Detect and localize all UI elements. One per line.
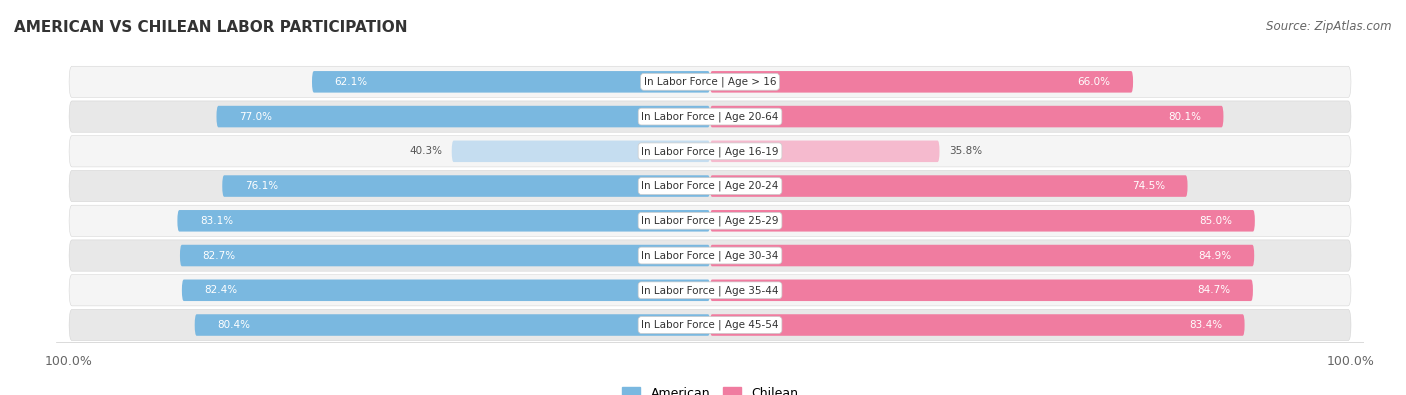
FancyBboxPatch shape: [710, 175, 1188, 197]
Text: 40.3%: 40.3%: [409, 146, 441, 156]
FancyBboxPatch shape: [69, 66, 1351, 98]
Text: 66.0%: 66.0%: [1077, 77, 1111, 87]
FancyBboxPatch shape: [312, 71, 710, 92]
Text: 77.0%: 77.0%: [239, 111, 271, 122]
Text: 83.1%: 83.1%: [200, 216, 233, 226]
FancyBboxPatch shape: [194, 314, 710, 336]
Text: 84.7%: 84.7%: [1198, 285, 1230, 295]
FancyBboxPatch shape: [69, 240, 1351, 271]
FancyBboxPatch shape: [710, 280, 1253, 301]
Text: 82.7%: 82.7%: [202, 250, 236, 261]
Text: 76.1%: 76.1%: [245, 181, 278, 191]
FancyBboxPatch shape: [222, 175, 710, 197]
Text: In Labor Force | Age 30-34: In Labor Force | Age 30-34: [641, 250, 779, 261]
Text: AMERICAN VS CHILEAN LABOR PARTICIPATION: AMERICAN VS CHILEAN LABOR PARTICIPATION: [14, 20, 408, 35]
Text: 84.9%: 84.9%: [1199, 250, 1232, 261]
Text: 74.5%: 74.5%: [1132, 181, 1166, 191]
Text: 83.4%: 83.4%: [1189, 320, 1222, 330]
Text: In Labor Force | Age > 16: In Labor Force | Age > 16: [644, 77, 776, 87]
FancyBboxPatch shape: [69, 101, 1351, 132]
FancyBboxPatch shape: [451, 141, 710, 162]
Text: 80.1%: 80.1%: [1168, 111, 1201, 122]
FancyBboxPatch shape: [69, 135, 1351, 167]
Text: In Labor Force | Age 45-54: In Labor Force | Age 45-54: [641, 320, 779, 330]
FancyBboxPatch shape: [710, 245, 1254, 266]
Text: In Labor Force | Age 25-29: In Labor Force | Age 25-29: [641, 216, 779, 226]
FancyBboxPatch shape: [710, 106, 1223, 127]
Text: 85.0%: 85.0%: [1199, 216, 1233, 226]
Text: In Labor Force | Age 35-44: In Labor Force | Age 35-44: [641, 285, 779, 295]
FancyBboxPatch shape: [69, 275, 1351, 306]
FancyBboxPatch shape: [710, 141, 939, 162]
FancyBboxPatch shape: [69, 205, 1351, 237]
FancyBboxPatch shape: [177, 210, 710, 231]
FancyBboxPatch shape: [69, 170, 1351, 202]
FancyBboxPatch shape: [710, 71, 1133, 92]
Legend: American, Chilean: American, Chilean: [617, 382, 803, 395]
FancyBboxPatch shape: [710, 314, 1244, 336]
Text: Source: ZipAtlas.com: Source: ZipAtlas.com: [1267, 20, 1392, 33]
Text: 35.8%: 35.8%: [949, 146, 983, 156]
FancyBboxPatch shape: [181, 280, 710, 301]
Text: In Labor Force | Age 20-24: In Labor Force | Age 20-24: [641, 181, 779, 191]
Text: In Labor Force | Age 16-19: In Labor Force | Age 16-19: [641, 146, 779, 156]
FancyBboxPatch shape: [180, 245, 710, 266]
FancyBboxPatch shape: [710, 210, 1256, 231]
Text: 82.4%: 82.4%: [204, 285, 238, 295]
FancyBboxPatch shape: [69, 309, 1351, 340]
Text: In Labor Force | Age 20-64: In Labor Force | Age 20-64: [641, 111, 779, 122]
Text: 80.4%: 80.4%: [217, 320, 250, 330]
Text: 62.1%: 62.1%: [335, 77, 367, 87]
FancyBboxPatch shape: [217, 106, 710, 127]
